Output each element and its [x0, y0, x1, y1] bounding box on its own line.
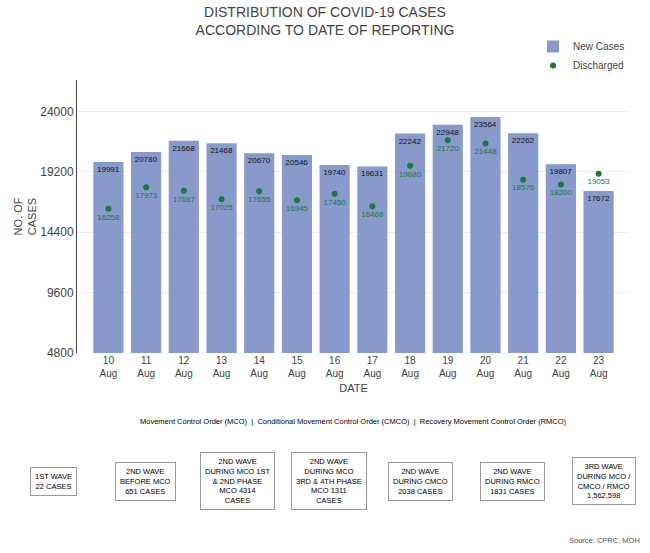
svg-text:19740: 19740: [323, 168, 346, 177]
svg-text:4800: 4800: [47, 346, 74, 360]
svg-text:2ND WAVEDURING RMCO1831 CASES: 2ND WAVEDURING RMCO1831 CASES: [485, 467, 540, 496]
svg-text:20670: 20670: [248, 156, 271, 165]
svg-text:14Aug: 14Aug: [250, 355, 268, 379]
svg-text:24000: 24000: [40, 105, 74, 119]
svg-text:18Aug: 18Aug: [401, 355, 419, 379]
svg-text:12Aug: 12Aug: [175, 355, 193, 379]
svg-text:19Aug: 19Aug: [439, 355, 457, 379]
svg-text:New Cases: New Cases: [573, 41, 624, 52]
svg-text:21Aug: 21Aug: [514, 355, 532, 379]
svg-text:13Aug: 13Aug: [213, 355, 231, 379]
svg-text:20780: 20780: [135, 155, 158, 164]
svg-text:22948: 22948: [436, 128, 459, 137]
svg-text:17Aug: 17Aug: [363, 355, 381, 379]
svg-text:16Aug: 16Aug: [326, 355, 344, 379]
svg-text:2ND WAVEDURING MCO 1ST& 2ND PH: 2ND WAVEDURING MCO 1ST& 2ND PHASEMCO 431…: [205, 457, 270, 505]
svg-text:Movement Control Order (MCO): Movement Control Order (MCO) | Condition…: [140, 417, 567, 426]
svg-text:18576: 18576: [512, 183, 535, 192]
svg-text:15Aug: 15Aug: [288, 355, 306, 379]
svg-text:23564: 23564: [474, 120, 497, 129]
svg-text:19053: 19053: [587, 177, 610, 186]
svg-text:19631: 19631: [361, 169, 384, 178]
svg-text:11Aug: 11Aug: [137, 355, 155, 379]
svg-text:14400: 14400: [40, 225, 74, 239]
svg-text:17025: 17025: [210, 203, 233, 212]
svg-text:2ND WAVEBEFORE MCO651 CASES: 2ND WAVEBEFORE MCO651 CASES: [120, 467, 171, 496]
svg-text:23Aug: 23Aug: [590, 355, 608, 379]
svg-text:2ND WAVEDURING MCO3RD & 4TH PH: 2ND WAVEDURING MCO3RD & 4TH PHASEMCO 131…: [296, 457, 362, 505]
svg-text:19807: 19807: [549, 167, 572, 176]
svg-text:22262: 22262: [512, 136, 535, 145]
svg-text:19200: 19200: [40, 165, 74, 179]
svg-text:Source: CPRC, MOH: Source: CPRC, MOH: [569, 536, 640, 545]
svg-text:19680: 19680: [399, 170, 422, 179]
svg-text:21720: 21720: [437, 144, 460, 153]
svg-text:1ST WAVE22 CASES: 1ST WAVE22 CASES: [35, 472, 72, 491]
svg-text:16258: 16258: [97, 213, 120, 222]
svg-text:NO. OFCASES: NO. OFCASES: [12, 197, 38, 235]
svg-text:21668: 21668: [172, 144, 195, 153]
svg-text:10Aug: 10Aug: [100, 355, 118, 379]
svg-text:17973: 17973: [135, 191, 158, 200]
svg-text:DISTRIBUTION OF COVID-19 CASES: DISTRIBUTION OF COVID-19 CASESACCORDING …: [196, 4, 455, 38]
svg-text:DATE: DATE: [339, 382, 368, 394]
svg-text:Discharged: Discharged: [573, 60, 624, 71]
svg-text:16468: 16468: [361, 210, 384, 219]
svg-text:18200: 18200: [550, 188, 573, 197]
svg-text:20546: 20546: [286, 158, 309, 167]
svg-text:17450: 17450: [324, 198, 347, 207]
svg-text:21468: 21468: [210, 146, 233, 155]
svg-text:17655: 17655: [248, 195, 271, 204]
svg-text:16945: 16945: [286, 204, 309, 213]
svg-text:21448: 21448: [474, 147, 497, 156]
svg-text:22Aug: 22Aug: [552, 355, 570, 379]
svg-text:22242: 22242: [399, 137, 422, 146]
svg-text:9600: 9600: [47, 286, 74, 300]
svg-text:19991: 19991: [97, 165, 120, 174]
svg-text:17672: 17672: [587, 194, 610, 203]
svg-text:3RD WAVEDURING MCO /CMCO / RMC: 3RD WAVEDURING MCO /CMCO / RMCO1,562,598: [577, 462, 631, 500]
svg-text:20Aug: 20Aug: [477, 355, 495, 379]
svg-text:2ND WAVEDURING CMCO2038 CASES: 2ND WAVEDURING CMCO2038 CASES: [393, 467, 448, 496]
svg-text:17687: 17687: [173, 195, 196, 204]
